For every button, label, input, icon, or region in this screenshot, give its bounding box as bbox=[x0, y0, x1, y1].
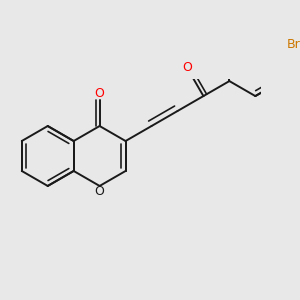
Text: O: O bbox=[95, 185, 105, 198]
Text: Br: Br bbox=[287, 38, 300, 50]
Text: O: O bbox=[182, 61, 192, 74]
Text: O: O bbox=[95, 87, 105, 100]
